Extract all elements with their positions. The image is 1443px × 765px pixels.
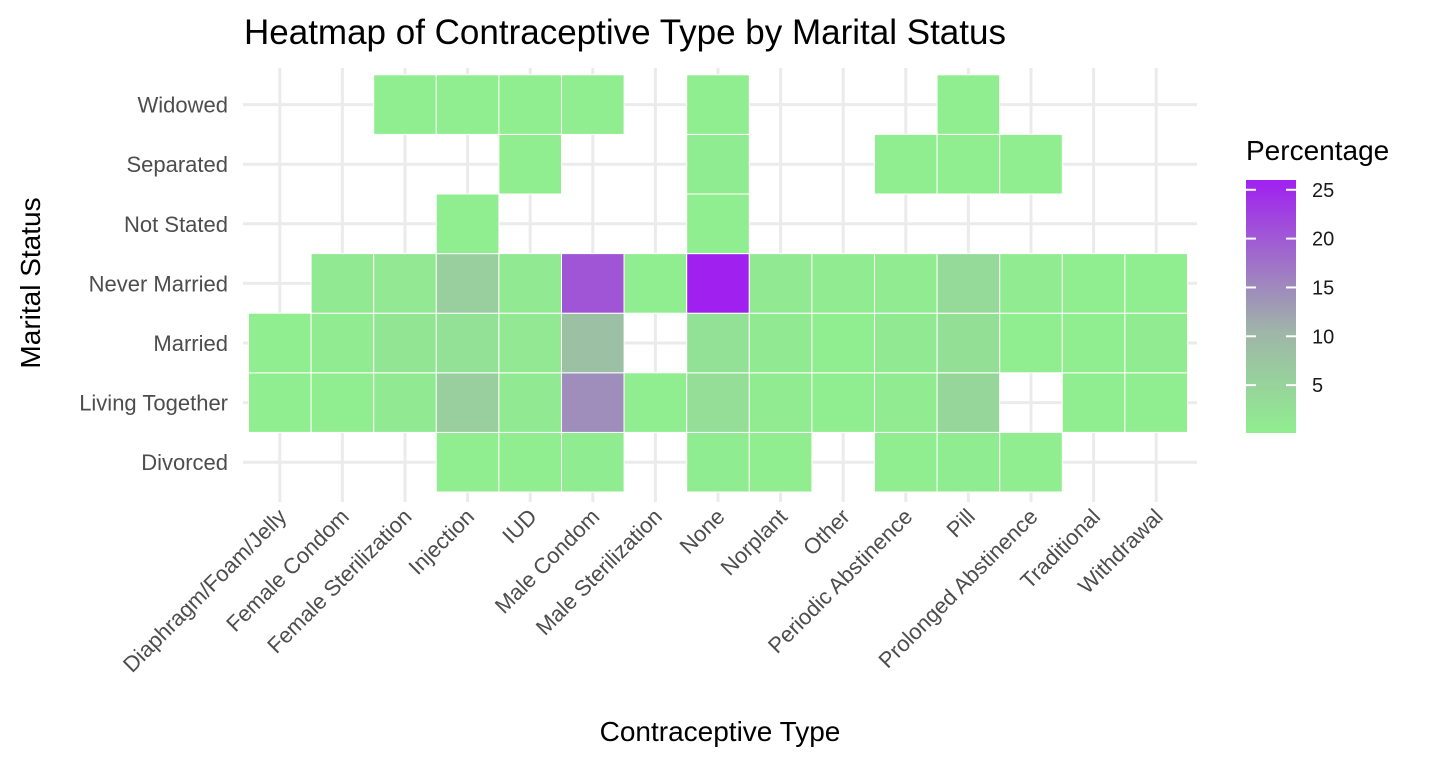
y-tick-label: Never Married (89, 271, 228, 296)
x-tick-label: Injection (404, 504, 480, 580)
heatmap-cell (1124, 312, 1189, 374)
heatmap-cell (936, 253, 1001, 314)
x-tick-label: Other (798, 504, 855, 561)
heatmap-cell (999, 253, 1063, 314)
legend-tick-label: 10 (1312, 326, 1334, 348)
heatmap-cell (874, 133, 938, 195)
heatmap-cell (748, 372, 813, 433)
heatmap-cell (561, 253, 625, 314)
heatmap-cell (561, 372, 625, 433)
heatmap-cell (874, 253, 938, 314)
heatmap-cell (248, 312, 312, 374)
y-tick-label: Living Together (79, 391, 228, 416)
heatmap-cell (686, 253, 750, 314)
heatmap-cell (686, 372, 750, 433)
y-tick-label: Divorced (141, 450, 228, 475)
heatmap-cell (435, 193, 500, 255)
heatmap-cell (1061, 253, 1126, 314)
heatmap-cell (686, 193, 750, 255)
heatmap-cell (874, 372, 938, 433)
heatmap-cell (936, 133, 1001, 195)
heatmap-cell (936, 431, 1001, 493)
heatmap-cell (748, 312, 813, 374)
heatmap-cell (1124, 253, 1189, 314)
heatmap-cell (1061, 312, 1126, 374)
heatmap-cell (561, 74, 625, 135)
heatmap-cell (435, 253, 500, 314)
heatmap-cell (498, 133, 562, 195)
heatmap-cell (373, 74, 437, 135)
x-axis-title: Contraceptive Type (600, 716, 841, 747)
heatmap-cell (498, 253, 562, 314)
legend-tick-label: 5 (1312, 375, 1323, 397)
heatmap-cell (498, 372, 562, 433)
heatmap-cell (811, 312, 876, 374)
heatmap-cell (248, 372, 312, 433)
heatmap-cell (435, 312, 500, 374)
heatmap-cell (623, 372, 688, 433)
heatmap-cell (999, 312, 1063, 374)
y-tick-label: Married (153, 331, 228, 356)
y-tick-label: Not Stated (124, 212, 228, 237)
heatmap-cell (561, 431, 625, 493)
heatmap-cell (373, 312, 437, 374)
chart-title: Heatmap of Contraceptive Type by Marital… (244, 13, 1006, 52)
legend-ticks: 5 10 15 20 25 (1246, 180, 1334, 397)
heatmap-cell (373, 253, 437, 314)
x-tick-label: Pill (942, 504, 980, 542)
heatmap-cell (999, 431, 1063, 493)
legend-title: Percentage (1246, 135, 1389, 166)
heatmap-cell (936, 74, 1001, 135)
heatmap-cell (748, 253, 813, 314)
heatmap-cell (874, 431, 938, 493)
legend-tick-label: 20 (1312, 229, 1334, 251)
heatmap-cell (686, 74, 750, 135)
y-tick-label: Widowed (138, 93, 228, 118)
x-tick-label: IUD (497, 504, 541, 548)
heatmap-cells (248, 74, 1189, 493)
legend-tick-label: 15 (1312, 277, 1334, 299)
heatmap-cell (310, 312, 375, 374)
heatmap-cell (498, 431, 562, 493)
heatmap-cell (435, 372, 500, 433)
y-axis-tick-labels: Divorced Living Together Married Never Marr… (79, 93, 228, 476)
heatmap-cell (999, 133, 1063, 195)
heatmap-cell (811, 372, 876, 433)
y-tick-label: Separated (126, 152, 228, 177)
heatmap-cell (623, 253, 688, 314)
legend-color-bar (1246, 180, 1296, 433)
heatmap-cell (748, 431, 813, 493)
heatmap-cell (561, 312, 625, 374)
heatmap-cell (936, 372, 1001, 433)
heatmap-cell (874, 312, 938, 374)
heatmap-cell (373, 372, 437, 433)
heatmap-cell (1124, 372, 1189, 433)
heatmap-cell (1061, 372, 1126, 433)
heatmap-cell (686, 312, 750, 374)
heatmap-cell (310, 372, 375, 433)
x-tick-label: Norplant (716, 504, 792, 580)
heatmap-cell (498, 74, 562, 135)
heatmap-cell (811, 253, 876, 314)
x-tick-label: None (675, 504, 730, 559)
heatmap-cell (310, 253, 375, 314)
heatmap-cell (686, 133, 750, 195)
heatmap-cell (686, 431, 750, 493)
heatmap-cell (435, 431, 500, 493)
y-axis-title: Marital Status (15, 197, 46, 368)
legend-tick-label: 25 (1312, 180, 1334, 202)
heatmap-cell (936, 312, 1001, 374)
legend: Percentage 5 10 15 20 25 (1246, 135, 1389, 433)
heatmap-cell (498, 312, 562, 374)
heatmap-cell (435, 74, 500, 135)
